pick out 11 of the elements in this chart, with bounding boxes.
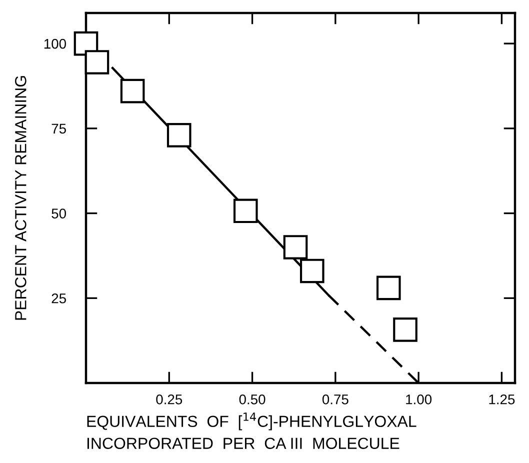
y-tick-label: 75 [52,124,66,134]
y-tick-label: 25 [52,293,66,304]
x-tick-label: 1.00 [406,394,432,404]
x-tick-label: 1.25 [489,394,515,404]
x-tick-label: 0.25 [156,394,182,404]
y-tick-label: 50 [52,208,66,218]
y-axis-title: PERCENT ACTIVITY REMAINING [15,76,26,320]
x-tick-label: 0.75 [322,394,348,404]
x-tick-label: 0.50 [239,394,266,404]
x-axis-title: EQUIVALENTS OF [$^{14}$C]-PHENYLGLYOXAL INCORPORATED PER CA III MOLECULE [87,412,416,450]
y-tick-label: 100 [44,38,66,49]
